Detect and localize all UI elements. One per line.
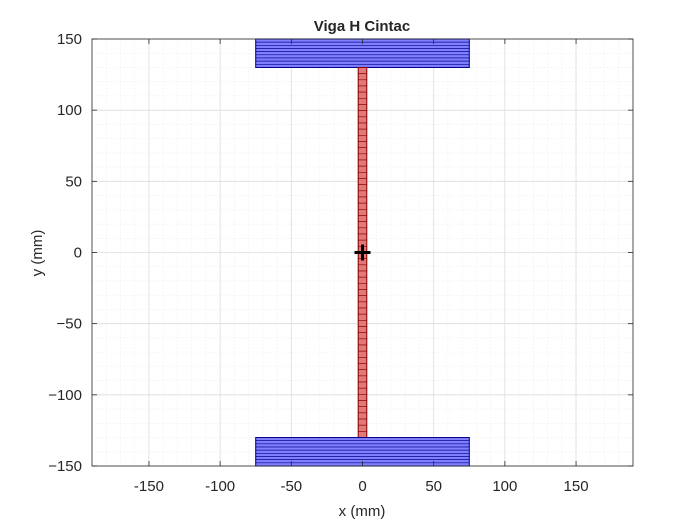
web-fiber: [357, 307, 368, 315]
web-fiber: [357, 264, 368, 272]
web-fiber: [357, 295, 368, 303]
y-tick-label: −100: [48, 387, 82, 404]
web-fiber: [357, 141, 368, 148]
x-axis-label: x (mm): [339, 503, 386, 520]
x-ticks: -150 -100 -50 0 50 100 150: [134, 39, 589, 495]
web-fiber: [357, 394, 368, 401]
x-tick-label: 50: [425, 478, 442, 495]
web-fiber: [357, 431, 368, 438]
web-fiber: [357, 227, 368, 235]
bottom-flange-fiber: [255, 440, 470, 445]
web-fiber: [357, 165, 368, 173]
web-fiber: [357, 406, 368, 414]
web-fiber: [357, 184, 368, 192]
web-fiber: [357, 387, 368, 395]
web-fiber: [357, 350, 368, 358]
web-fiber: [357, 357, 368, 364]
web-fiber: [357, 338, 368, 346]
web-fiber: [357, 122, 368, 130]
web-fiber: [357, 283, 368, 290]
top-flange-fiber: [255, 54, 470, 59]
web-fiber: [357, 159, 368, 167]
x-tick-label: -100: [205, 478, 235, 495]
web-fiber: [357, 424, 368, 432]
y-tick-label: 50: [65, 173, 82, 190]
web-fiber: [357, 190, 368, 198]
web-fiber: [357, 344, 368, 352]
web-fiber: [357, 135, 368, 142]
web-fiber: [357, 375, 368, 383]
y-tick-label: 100: [57, 102, 82, 119]
y-tick-label: −150: [48, 458, 82, 475]
web-fiber: [357, 147, 368, 155]
bottom-flange-fiber: [255, 443, 470, 448]
top-flange-fiber: [255, 45, 470, 49]
web-fiber: [357, 85, 368, 93]
web-fiber: [357, 270, 368, 278]
web-fiber: [357, 381, 368, 389]
web-fiber: [357, 412, 368, 420]
web-fiber: [357, 98, 368, 105]
bottom-flange-fiber: [255, 449, 470, 454]
web-fiber: [357, 116, 368, 124]
web-fiber: [357, 369, 368, 377]
top-flange-fiber: [255, 57, 470, 62]
web-fiber: [357, 79, 368, 87]
top-flange-fiber: [255, 51, 470, 56]
bottom-flange-fiber: [255, 446, 470, 451]
web-fiber: [357, 215, 368, 222]
x-tick-label: 0: [358, 478, 366, 495]
web-fiber: [357, 289, 368, 296]
web-fiber: [357, 363, 368, 370]
top-flange-fiber: [255, 48, 470, 52]
chart-title: Viga H Cintac: [314, 18, 410, 35]
web-fiber: [357, 128, 368, 136]
x-tick-label: 100: [492, 478, 517, 495]
web-fiber: [357, 110, 368, 118]
web-fiber: [357, 221, 368, 229]
x-tick-label: -50: [280, 478, 302, 495]
web-fiber: [357, 153, 368, 161]
web-fiber: [357, 73, 368, 81]
web-fiber: [357, 172, 368, 179]
y-tick-label: 0: [74, 245, 82, 262]
web-fiber: [357, 178, 368, 185]
web-fiber: [357, 67, 368, 74]
centroid-marker: [354, 244, 371, 261]
y-tick-label: −50: [57, 316, 82, 333]
x-tick-label: 150: [564, 478, 589, 495]
web-fiber: [357, 400, 368, 407]
web-fiber: [357, 301, 368, 309]
web-fiber: [357, 332, 368, 340]
web-fiber: [357, 326, 368, 333]
y-ticks: −150 −100 −50 0 50 100 150: [48, 31, 633, 475]
web-fiber: [357, 320, 368, 327]
web-fiber: [357, 233, 368, 241]
y-axis-label: y (mm): [29, 230, 46, 277]
web-fiber: [357, 91, 368, 99]
y-tick-label: 150: [57, 31, 82, 48]
bottom-flange-fiber: [255, 453, 470, 457]
bottom-flange-fiber: [255, 456, 470, 460]
top-flange-fiber: [255, 60, 470, 65]
web-fiber: [357, 313, 368, 321]
web-fiber: [357, 202, 368, 210]
x-tick-label: -150: [134, 478, 164, 495]
web-fiber: [357, 104, 368, 111]
web-fiber: [357, 196, 368, 204]
web-fiber: [357, 209, 368, 216]
web-fiber: [357, 276, 368, 284]
web-fiber: [357, 418, 368, 426]
